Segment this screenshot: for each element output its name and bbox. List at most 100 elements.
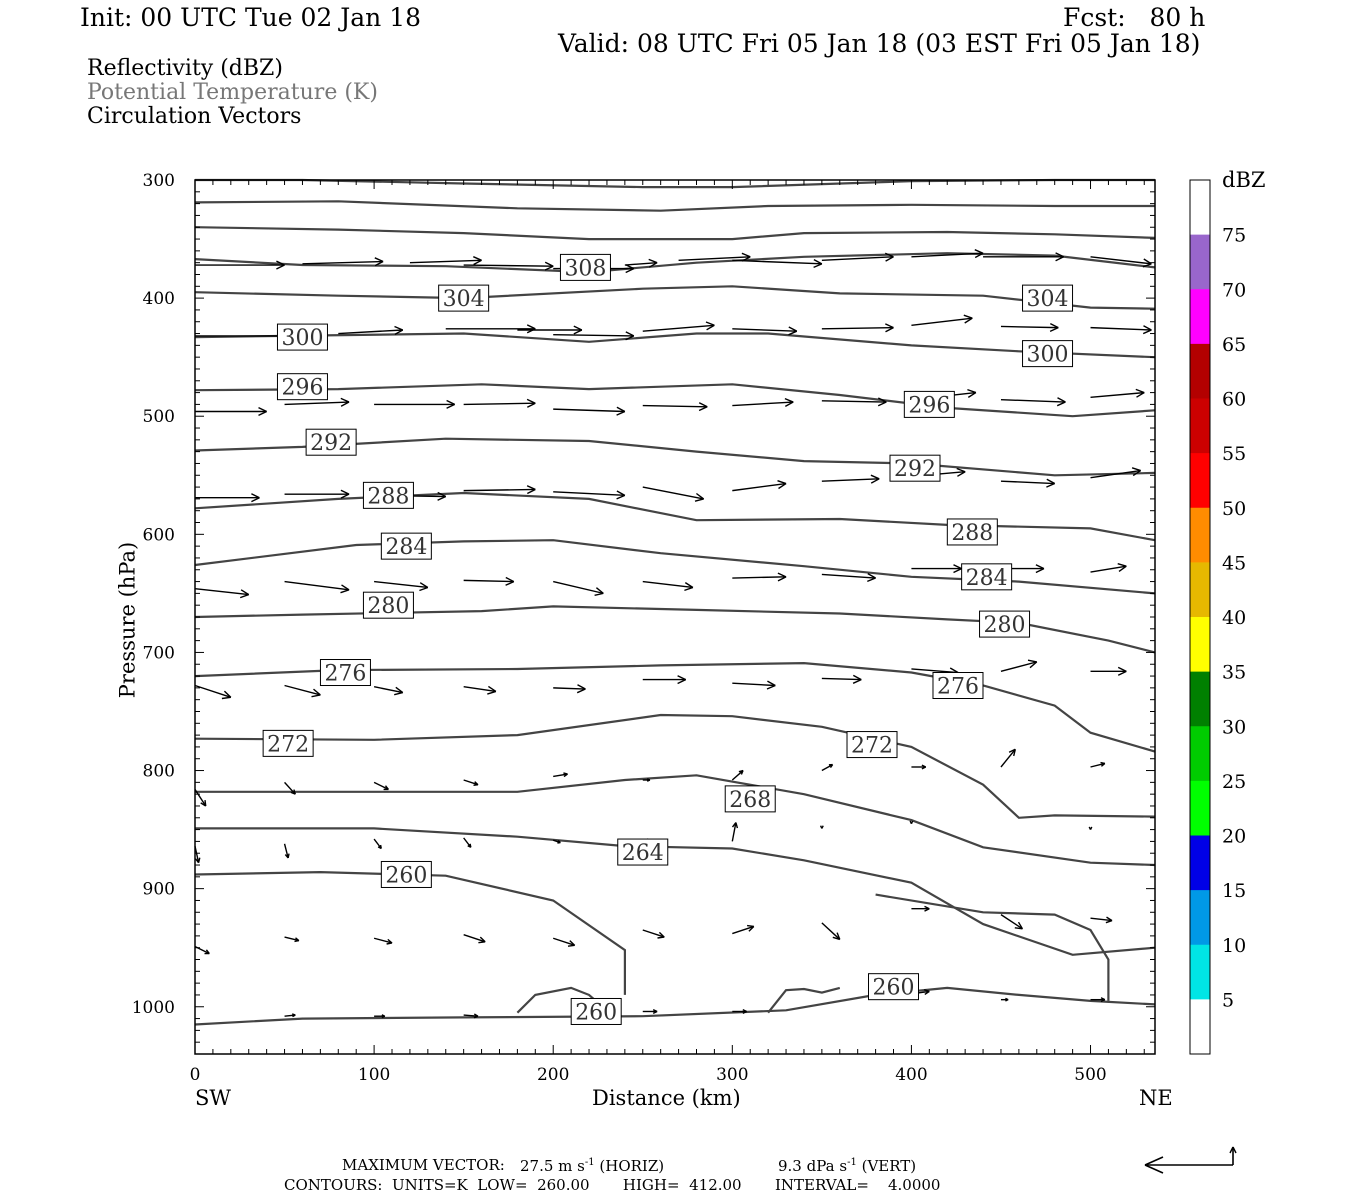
contour-label-text: 292 — [310, 431, 352, 456]
colorbar-segment — [1190, 999, 1210, 1054]
wind-vector — [373, 937, 393, 945]
contour-label-text: 308 — [564, 256, 606, 281]
sw-end-label: SW — [195, 1086, 231, 1110]
field-reflectivity: Reflectivity (dBZ) — [87, 56, 283, 81]
wind-vector — [409, 256, 482, 266]
field-potential-temperature: Potential Temperature (K) — [87, 80, 378, 105]
wind-vector — [463, 485, 536, 495]
contour-label-text: 260 — [385, 863, 427, 888]
contour-label-text: 304 — [443, 287, 485, 312]
valid-time: Valid: 08 UTC Fri 05 Jan 18 (03 EST Fri … — [558, 29, 1201, 58]
contour-label: 260 — [868, 973, 920, 1001]
colorbar-segment — [1190, 234, 1210, 290]
wind-vector — [463, 779, 479, 786]
contour-label: 284 — [380, 532, 432, 560]
colorbar-label: 75 — [1222, 225, 1246, 247]
wind-vector — [194, 684, 232, 700]
wind-vector — [463, 1013, 479, 1019]
wind-vector — [553, 772, 568, 778]
wind-vector — [463, 576, 515, 586]
y-tick-label: 600 — [143, 525, 175, 545]
colorbar-label: 30 — [1222, 716, 1246, 738]
contour-label: 260 — [380, 860, 432, 888]
wind-vector — [642, 321, 715, 332]
wind-vector — [642, 580, 694, 592]
colorbar-label: 60 — [1222, 389, 1246, 411]
wind-vector — [732, 480, 787, 492]
wind-vector — [463, 685, 497, 695]
wind-vector — [284, 936, 300, 943]
wind-vector — [642, 675, 687, 685]
colorbar-segment — [1190, 944, 1210, 1000]
y-tick-label: 1000 — [132, 998, 175, 1018]
x-tick-label: 0 — [190, 1065, 201, 1085]
wind-vector — [284, 580, 350, 594]
contour-label: 272 — [262, 729, 314, 757]
colorbar-label: 40 — [1222, 607, 1246, 629]
contour-label-text: 272 — [267, 732, 309, 757]
wind-vector — [463, 837, 472, 848]
wind-vector — [284, 397, 350, 407]
wind-vector — [911, 905, 930, 912]
field-circulation: Circulation Vectors — [87, 104, 302, 129]
wind-vector — [552, 937, 576, 947]
wind-vector — [731, 822, 739, 842]
wind-vector — [1090, 467, 1142, 479]
wind-vector — [373, 838, 382, 850]
contour-label: 292 — [889, 454, 941, 482]
wind-vector — [463, 398, 536, 408]
wind-vector — [732, 1008, 747, 1015]
colorbar-label: 5 — [1222, 989, 1234, 1011]
colorbar-segment — [1190, 289, 1210, 345]
contour-label: 264 — [617, 838, 669, 866]
wind-vector — [911, 314, 973, 326]
wind-vector — [732, 680, 776, 690]
wind-vector — [624, 258, 658, 268]
colorbar-label: 10 — [1222, 935, 1246, 957]
colorbar-unit: dBZ — [1222, 168, 1266, 192]
contour-label-text: 288 — [367, 484, 409, 509]
contour-label: 272 — [846, 731, 898, 759]
wind-vector — [911, 564, 962, 574]
colorbar-segment — [1190, 617, 1210, 673]
wind-vector — [911, 764, 927, 770]
wind-vector — [194, 587, 250, 599]
contour-label-text: 284 — [385, 535, 427, 560]
x-tick-label: 100 — [358, 1065, 390, 1085]
colorbar: 75 70 65 60 55 50 45 40 35 30 25 20 15 10 5 — [1189, 179, 1246, 1055]
theta-contour-264 — [195, 827, 1156, 956]
colorbar-label: 55 — [1222, 443, 1246, 465]
contour-label-text: 276 — [937, 675, 979, 700]
wind-vector — [1000, 997, 1009, 1002]
circulation-vectors — [194, 249, 1152, 1019]
x-tick-label: 500 — [1074, 1065, 1106, 1085]
contour-label: 308 — [559, 253, 611, 281]
wind-vector — [731, 769, 744, 781]
contour-label-text: 272 — [851, 734, 893, 759]
wind-vector — [553, 406, 626, 416]
wind-vector — [821, 922, 841, 941]
colorbar-segment — [1190, 180, 1210, 236]
colorbar-label: 70 — [1222, 279, 1246, 301]
contour-label: 304 — [1022, 284, 1074, 312]
wind-vector — [374, 399, 456, 409]
wind-vector — [463, 261, 554, 271]
wind-vector — [642, 402, 708, 412]
y-tick-label: 700 — [143, 643, 175, 663]
contour-label: 280 — [362, 591, 414, 619]
wind-vector — [373, 781, 389, 791]
theta-contour-306 — [194, 252, 1156, 274]
wind-vector — [1000, 914, 1024, 930]
wind-vector — [553, 490, 626, 500]
colorbar-segment — [1190, 562, 1210, 618]
colorbar-segment — [1190, 398, 1210, 454]
contour-label-text: 260 — [575, 1000, 617, 1025]
contour-label-text: 280 — [367, 594, 409, 619]
colorbar-label: 15 — [1222, 880, 1246, 902]
wind-vector — [821, 763, 834, 772]
wind-vector — [1000, 748, 1016, 768]
theta-contour-268 — [195, 774, 1156, 867]
wind-vector — [1000, 322, 1059, 333]
y-tick-label: 500 — [143, 407, 175, 427]
